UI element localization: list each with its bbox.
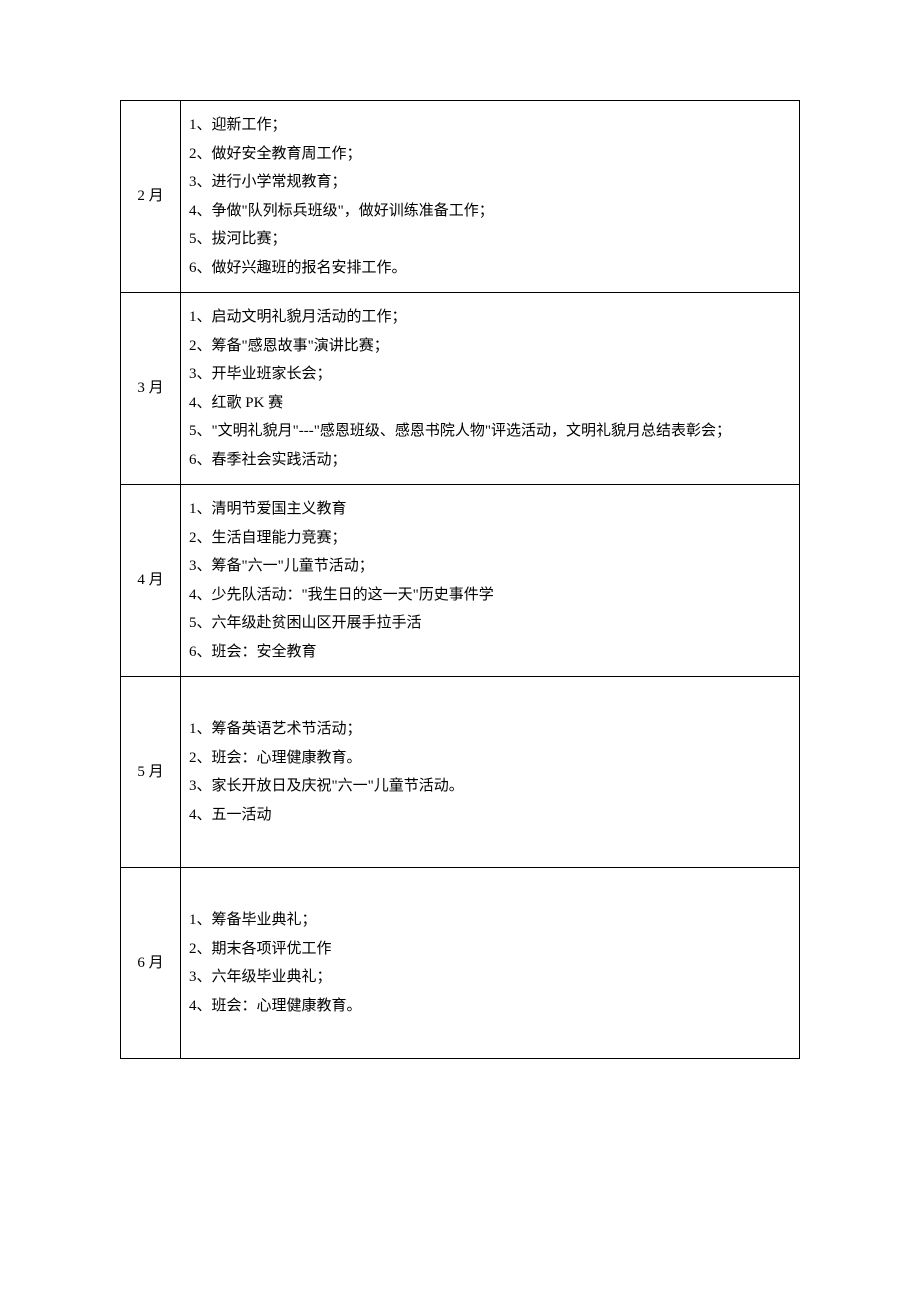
list-item: 2、筹备"感恩故事"演讲比赛； xyxy=(189,332,791,361)
content-cell: 1、筹备英语艺术节活动；2、班会：心理健康教育。3、家长开放日及庆祝"六一"儿童… xyxy=(181,677,800,868)
schedule-table: 2 月1、迎新工作；2、做好安全教育周工作；3、进行小学常规教育；4、争做"队列… xyxy=(120,100,800,1059)
list-item: 4、五一活动 xyxy=(189,801,791,830)
list-item: 2、班会：心理健康教育。 xyxy=(189,744,791,773)
list-item: 6、做好兴趣班的报名安排工作。 xyxy=(189,254,791,283)
list-item: 4、红歌 PK 赛 xyxy=(189,389,791,418)
table-row: 4 月1、清明节爱国主义教育2、生活自理能力竞赛；3、筹备"六一"儿童节活动；4… xyxy=(121,485,800,677)
list-item: 3、筹备"六一"儿童节活动； xyxy=(189,552,791,581)
list-item: 2、生活自理能力竞赛； xyxy=(189,524,791,553)
list-item: 1、筹备毕业典礼； xyxy=(189,906,791,935)
list-item: 1、启动文明礼貌月活动的工作； xyxy=(189,303,791,332)
list-item: 4、班会：心理健康教育。 xyxy=(189,992,791,1021)
month-cell: 4 月 xyxy=(121,485,181,677)
content-cell: 1、启动文明礼貌月活动的工作；2、筹备"感恩故事"演讲比赛；3、开毕业班家长会；… xyxy=(181,293,800,485)
list-item: 3、六年级毕业典礼； xyxy=(189,963,791,992)
list-item: 3、家长开放日及庆祝"六一"儿童节活动。 xyxy=(189,772,791,801)
list-item: 3、进行小学常规教育； xyxy=(189,168,791,197)
list-item: 3、开毕业班家长会； xyxy=(189,360,791,389)
table-row: 6 月1、筹备毕业典礼；2、期末各项评优工作3、六年级毕业典礼；4、班会：心理健… xyxy=(121,868,800,1059)
list-item: 4、争做"队列标兵班级"，做好训练准备工作； xyxy=(189,197,791,226)
list-item: 5、"文明礼貌月"---"感恩班级、感恩书院人物"评选活动，文明礼貌月总结表彰会… xyxy=(189,417,791,446)
content-cell: 1、筹备毕业典礼；2、期末各项评优工作3、六年级毕业典礼；4、班会：心理健康教育… xyxy=(181,868,800,1059)
list-item: 1、清明节爱国主义教育 xyxy=(189,495,791,524)
table-row: 3 月1、启动文明礼貌月活动的工作；2、筹备"感恩故事"演讲比赛；3、开毕业班家… xyxy=(121,293,800,485)
month-cell: 6 月 xyxy=(121,868,181,1059)
table-row: 2 月1、迎新工作；2、做好安全教育周工作；3、进行小学常规教育；4、争做"队列… xyxy=(121,101,800,293)
list-item: 1、筹备英语艺术节活动； xyxy=(189,715,791,744)
list-item: 2、期末各项评优工作 xyxy=(189,935,791,964)
list-item: 6、春季社会实践活动； xyxy=(189,446,791,475)
month-cell: 5 月 xyxy=(121,677,181,868)
list-item: 5、拔河比赛； xyxy=(189,225,791,254)
content-cell: 1、迎新工作；2、做好安全教育周工作；3、进行小学常规教育；4、争做"队列标兵班… xyxy=(181,101,800,293)
table-row: 5 月1、筹备英语艺术节活动；2、班会：心理健康教育。3、家长开放日及庆祝"六一… xyxy=(121,677,800,868)
list-item: 2、做好安全教育周工作； xyxy=(189,140,791,169)
schedule-table-body: 2 月1、迎新工作；2、做好安全教育周工作；3、进行小学常规教育；4、争做"队列… xyxy=(121,101,800,1059)
content-cell: 1、清明节爱国主义教育2、生活自理能力竞赛；3、筹备"六一"儿童节活动；4、少先… xyxy=(181,485,800,677)
list-item: 6、班会：安全教育 xyxy=(189,638,791,667)
list-item: 5、六年级赴贫困山区开展手拉手活 xyxy=(189,609,791,638)
month-cell: 3 月 xyxy=(121,293,181,485)
month-cell: 2 月 xyxy=(121,101,181,293)
list-item: 4、少先队活动："我生日的这一天"历史事件学 xyxy=(189,581,791,610)
list-item: 1、迎新工作； xyxy=(189,111,791,140)
